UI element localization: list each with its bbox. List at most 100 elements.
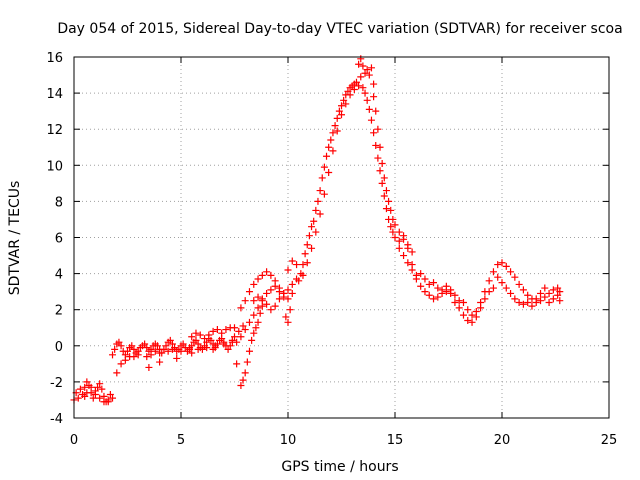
data-point	[89, 394, 97, 402]
data-point	[286, 306, 294, 314]
data-point	[378, 159, 386, 167]
data-point	[421, 275, 429, 283]
data-point	[81, 383, 89, 391]
data-point	[74, 394, 82, 402]
data-point	[481, 288, 489, 296]
data-point	[545, 289, 553, 297]
data-point	[391, 234, 399, 241]
data-point	[387, 223, 395, 231]
x-tick-label: 15	[387, 433, 404, 448]
data-point	[387, 206, 395, 214]
data-point	[455, 304, 463, 312]
data-point	[196, 331, 204, 339]
y-tick-label: -2	[50, 376, 63, 391]
data-point	[256, 309, 264, 317]
data-point	[352, 78, 360, 86]
data-point	[541, 284, 549, 292]
data-point	[312, 206, 320, 214]
data-point	[357, 55, 365, 63]
data-point	[96, 394, 104, 402]
y-tick-label: -4	[50, 412, 63, 427]
data-point	[554, 284, 562, 292]
data-point	[404, 259, 412, 267]
data-point	[417, 270, 425, 278]
data-point	[325, 169, 333, 177]
data-point	[299, 271, 307, 279]
data-point	[380, 174, 388, 182]
data-point	[329, 129, 337, 137]
data-point	[213, 326, 221, 334]
y-tick-label: 10	[46, 159, 63, 174]
data-point	[404, 244, 412, 252]
data-point	[239, 376, 247, 384]
data-point	[203, 344, 211, 352]
data-point	[245, 318, 253, 326]
data-point	[275, 295, 283, 303]
data-point	[519, 300, 527, 308]
data-point	[248, 336, 256, 344]
data-point	[425, 291, 433, 299]
y-axis-label: SDTVAR / TECUs	[7, 181, 23, 296]
data-point	[207, 336, 215, 344]
data-point	[209, 345, 217, 353]
data-point	[333, 127, 341, 135]
data-point	[310, 217, 318, 225]
data-point	[250, 311, 258, 319]
data-point	[502, 262, 510, 270]
data-point	[284, 286, 292, 294]
data-point	[385, 197, 393, 205]
data-point	[173, 354, 181, 362]
data-point	[151, 347, 159, 355]
data-point	[389, 228, 397, 236]
data-point	[434, 293, 442, 301]
data-point	[541, 293, 549, 301]
data-point	[241, 326, 249, 334]
data-point	[316, 187, 324, 195]
data-point	[258, 271, 266, 279]
data-point	[87, 383, 95, 391]
data-point	[145, 363, 153, 371]
data-point	[359, 62, 367, 70]
y-tick-label: 0	[55, 340, 63, 355]
data-point	[355, 82, 363, 90]
data-point	[344, 87, 352, 95]
data-point	[357, 73, 365, 81]
y-tick-label: 8	[55, 195, 63, 210]
data-point	[472, 308, 480, 316]
data-point	[299, 261, 307, 269]
data-point	[380, 192, 388, 200]
data-point	[342, 100, 350, 108]
data-point	[537, 289, 545, 297]
data-point	[412, 275, 420, 283]
y-tick-label: 2	[55, 304, 63, 319]
data-point	[153, 342, 161, 350]
data-point	[205, 331, 213, 339]
data-point	[556, 297, 564, 305]
data-point	[288, 289, 296, 297]
data-point	[231, 324, 238, 332]
data-point	[245, 347, 253, 355]
data-point	[389, 215, 397, 223]
data-point	[395, 244, 403, 252]
data-point	[338, 102, 345, 110]
data-point	[329, 147, 337, 155]
data-point	[374, 125, 382, 133]
data-point	[464, 306, 472, 314]
data-point	[494, 261, 502, 269]
data-point	[374, 154, 382, 162]
data-point	[331, 122, 339, 130]
data-point	[76, 385, 84, 393]
data-point	[303, 241, 311, 249]
data-point	[451, 291, 459, 299]
data-point	[502, 284, 510, 292]
data-point	[519, 286, 527, 294]
data-point	[511, 295, 519, 303]
data-point	[83, 378, 91, 386]
data-point	[194, 345, 202, 353]
data-point	[147, 351, 155, 359]
data-point	[288, 257, 296, 265]
data-point	[365, 105, 373, 113]
data-point	[295, 277, 303, 285]
data-point	[477, 298, 485, 306]
data-point	[498, 279, 506, 287]
